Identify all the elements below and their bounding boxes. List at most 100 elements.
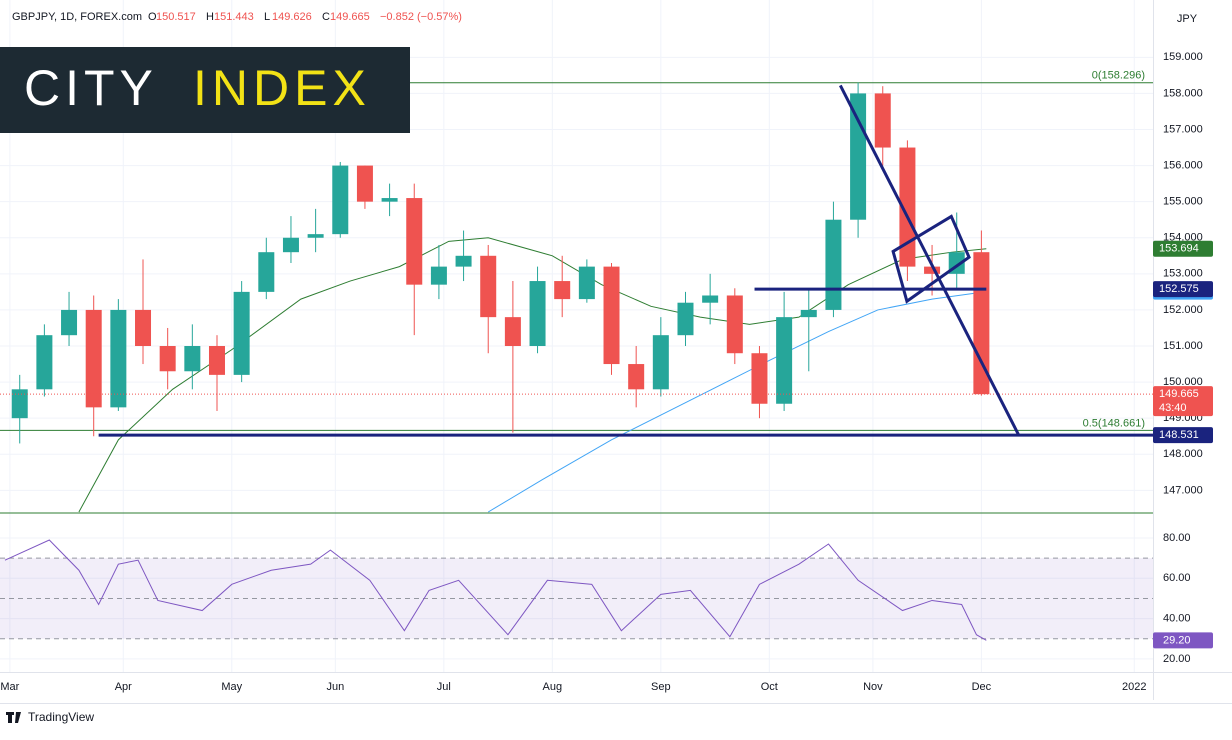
y-tick-label: 20.00 [1163,653,1191,665]
trendline [839,84,1020,436]
logo-index: INDEX [193,60,371,116]
x-tick-label: Apr [115,681,132,693]
candle-body [430,266,447,285]
y-tick-label: 150.000 [1163,376,1203,388]
candle-body [282,237,299,253]
price-badge [1153,427,1213,444]
candle-body [184,346,201,372]
change: −0.852 (−0.57%) [380,11,462,23]
candle-body [874,93,891,148]
candle-body [36,335,53,390]
candle-body [11,389,28,419]
candle-body [529,281,546,347]
tv-icon [6,712,21,723]
overlay: GBPJPY, 1D, FOREX.com O 150.517 H 151.443 L 1… [0,11,1198,724]
candle-body [455,255,472,267]
price-badge [1153,240,1213,257]
candle-body [776,317,793,404]
ohlc-values: O 150.517 H 151.443 L 149.626 C 149.665 −0.852 (… [148,11,462,23]
countdown: 43:40 [1159,402,1187,414]
trendline [891,214,971,304]
y-tick-label: 80.00 [1163,532,1191,544]
y-tick-label: 154.000 [1163,232,1203,244]
x-tick-label: 2022 [1122,681,1146,693]
logo-city: CITY [24,60,158,116]
rsi-line [4,539,987,641]
candle-body [578,266,595,300]
candle-body [800,309,817,318]
price-badge-label: 149.665 [1159,388,1199,400]
candle-body [258,252,275,292]
x-tick-label: Aug [543,681,563,693]
ohlc-prefix: O [148,11,157,23]
ohlc-prefix: C [322,11,330,23]
candle-body [159,346,176,372]
candle-body [677,302,694,336]
x-tick-label: Jun [326,681,344,693]
logo-box [0,47,410,133]
ohlc-prefix: H [206,11,214,23]
y-tick-label: 157.000 [1163,123,1203,135]
candle-body [135,309,152,347]
y-tick-label: 156.000 [1163,159,1203,171]
value-badge [1153,632,1213,649]
price-badge-label: 148.531 [1159,429,1199,441]
ohlc-value: 149.665 [330,11,370,23]
y-tick-label: 60.00 [1163,572,1191,584]
moving-average [487,291,987,513]
candle-body [480,255,497,318]
value-badge-label: 29.20 [1163,634,1191,646]
y-tick-label: 148.000 [1163,448,1203,460]
y-tick-label: 155.000 [1163,196,1203,208]
candle-body [554,281,571,300]
candle-body [110,309,127,408]
ohlc-prefix: L [264,11,270,23]
ohlc-value: 150.517 [156,11,196,23]
candle-body [381,198,398,202]
symbol: GBPJPY, 1D, FOREX.com [12,11,142,23]
x-tick-label: Jul [437,681,451,693]
x-tick-label: May [221,681,242,693]
candle-body [208,346,225,375]
y-tick-label: 151.000 [1163,340,1203,352]
x-tick-label: Oct [761,681,778,693]
ohlc-value: 151.443 [214,11,254,23]
x-tick-label: Dec [972,681,992,693]
price-badge [1153,281,1213,298]
candle-body [504,317,521,347]
y-tick-label: 152.000 [1163,304,1203,316]
fib-label: 0(158.296) [1092,70,1145,82]
y-tick-label: 158.000 [1163,87,1203,99]
candle-body [603,266,620,365]
price-badge-label: 152.575 [1159,283,1199,295]
x-tick-label: Sep [651,681,671,693]
x-tick-label: Nov [863,681,883,693]
currency: JPY [1177,13,1198,25]
candle-body [332,165,349,235]
candle-body [356,165,373,202]
candle-body [307,234,324,238]
y-tick-label: 40.00 [1163,612,1191,624]
x-tick-label: Mar [0,681,19,693]
footer-brand: TradingView [28,710,94,724]
candle-body [406,198,423,285]
moving-average [78,237,987,513]
y-tick-label: 153.000 [1163,268,1203,280]
candle-body [233,291,250,375]
candle-body [751,353,768,404]
plot-area: Mar Apr May Jun Jul Aug Sep Oct Nov Dec 2022 147.00… [0,0,1232,704]
candle-body [702,295,719,303]
candle-body [899,147,916,267]
price-badge [1153,386,1213,417]
candle-body [924,266,941,274]
y-tick-label: 159.000 [1163,51,1203,63]
fib-label: 0.5(148.661) [1083,417,1145,429]
ohlc-value: 149.626 [272,11,312,23]
candle-body [825,219,842,310]
candle-body [652,335,669,390]
candle-body [628,364,645,390]
candle-body [726,295,743,354]
candle-body [85,309,102,408]
